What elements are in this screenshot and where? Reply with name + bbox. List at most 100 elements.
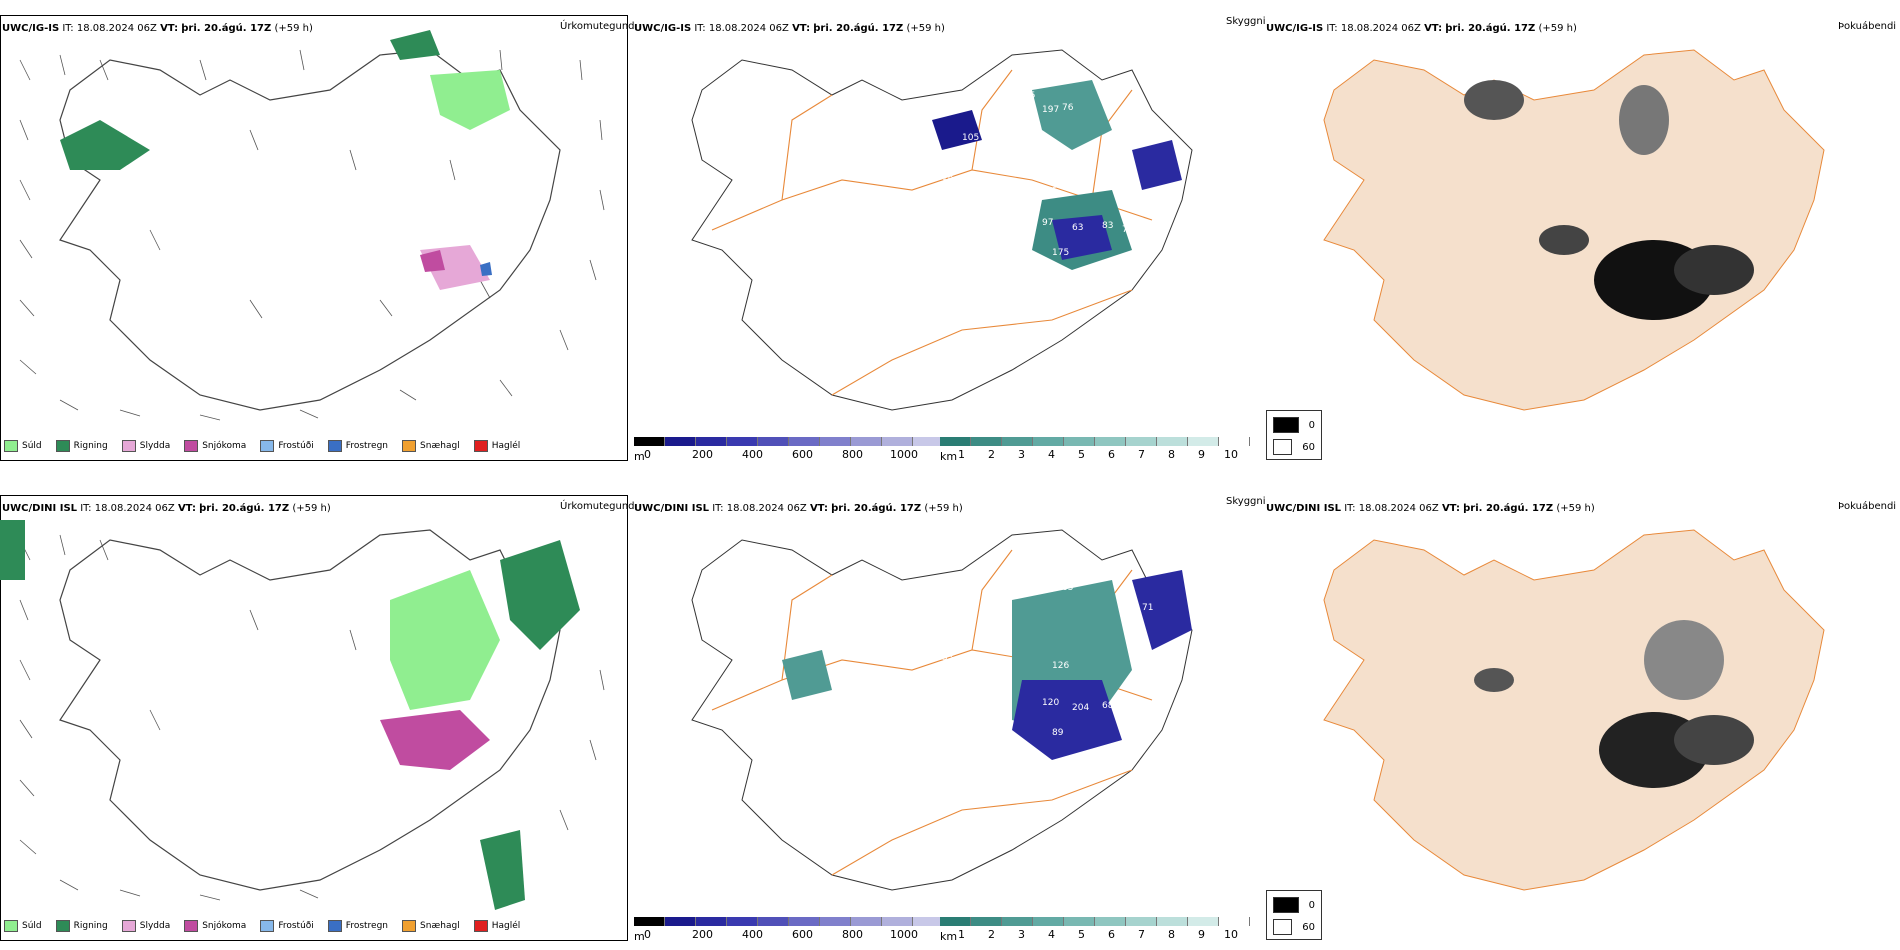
tick: 7 (1138, 928, 1145, 941)
legend-item: Slydda (121, 440, 170, 452)
elevation-unit: m (634, 930, 645, 943)
colorbar-swatch (971, 437, 1002, 446)
colorbar-swatch (1002, 437, 1033, 446)
tick: 0 (644, 928, 651, 941)
visibility-panel-row2: UWC/DINI ISL IT: 18.08.2024 06Z VT: þri.… (632, 480, 1266, 950)
iceland-land (1323, 529, 1825, 891)
fog-legend-item: 60 (1273, 439, 1315, 455)
colorbar-swatch (820, 437, 851, 446)
tick: 4 (1048, 448, 1055, 461)
tick: 8 (1168, 448, 1175, 461)
visibility-number: 72 (1122, 225, 1133, 235)
tick: 1000 (890, 448, 918, 461)
visibility-number: 53 (942, 653, 953, 663)
colorbar-swatch (940, 437, 971, 446)
tick: 200 (692, 448, 713, 461)
visibility-number: 18 (942, 173, 954, 183)
legend-item: Haglél (473, 920, 520, 932)
tick: 10 (1224, 928, 1238, 941)
tick: 6 (1108, 928, 1115, 941)
panel-header: UWC/DINI ISL IT: 18.08.2024 06Z VT: þri.… (2, 503, 331, 514)
visibility-number: 71 (1142, 603, 1153, 613)
panel-header: UWC/IG-IS IT: 18.08.2024 06Z VT: þri. 20… (1266, 23, 1577, 34)
precip-frame (0, 15, 628, 461)
tick: 9 (1198, 448, 1205, 461)
fog-panel-row1: UWC/IG-IS IT: 18.08.2024 06Z VT: þri. 20… (1264, 0, 1896, 470)
visibility-number: 89 (1052, 728, 1064, 738)
colorbar-swatch (1188, 917, 1219, 926)
colorbar-swatch (971, 917, 1002, 926)
tick: 1 (958, 928, 965, 941)
precip-panel-row1: UWC/IG-IS IT: 18.08.2024 06Z VT: þri. 20… (0, 0, 635, 470)
colorbar-swatch (696, 437, 727, 446)
tick: 1000 (890, 928, 918, 941)
visibility-number: 105 (962, 133, 979, 143)
tick: 5 (1078, 448, 1085, 461)
wind-barbs (19, 49, 605, 421)
iceland-outline (59, 49, 561, 411)
iceland-outline (59, 529, 561, 891)
legend-item: Snæhagl (402, 440, 460, 452)
visibility-colorbar (940, 917, 1250, 926)
colorbar-swatch (727, 917, 758, 926)
visibility-number: 185 (1102, 88, 1119, 98)
visibility-number: 15 (982, 153, 993, 163)
visibility-number: 175 (1052, 248, 1069, 258)
colorbar-swatch (1126, 437, 1157, 446)
precip-areas (0, 520, 580, 910)
legend-item: Haglél (473, 440, 520, 452)
colorbar-swatch (851, 437, 882, 446)
colorbar-swatch (1126, 917, 1157, 926)
tick: 1 (958, 448, 965, 461)
fog-legend: 0 60 (1266, 890, 1322, 940)
tick: 400 (742, 448, 763, 461)
tick: 400 (742, 928, 763, 941)
panel-title: Úrkomutegund (560, 21, 635, 32)
colorbar-swatch (1157, 437, 1188, 446)
legend-item: Snjókoma (184, 440, 246, 452)
legend-item: Súld (4, 440, 42, 452)
tick: 5 (1078, 928, 1085, 941)
fog-legend-item: 0 (1273, 417, 1315, 433)
fog-map (1323, 529, 1825, 891)
fog-legend: 0 60 (1266, 410, 1322, 460)
colorbar-swatch (1219, 437, 1250, 446)
colorbar-swatch (634, 437, 665, 446)
colorbar-swatch (1219, 917, 1250, 926)
colorbar-swatch (940, 917, 971, 926)
fog-areas (1464, 80, 1754, 320)
colorbar-swatch (789, 437, 820, 446)
legend-item: Snæhagl (402, 920, 460, 932)
tick: 200 (692, 928, 713, 941)
tick: 7 (1138, 448, 1145, 461)
colorbar-swatch (758, 437, 789, 446)
precip-legend: Súld Rigning Slydda Snjókoma Frostúði Fr… (4, 437, 520, 455)
visibility-number: 111 (942, 193, 959, 203)
panel-header: UWC/DINI ISL IT: 18.08.2024 06Z VT: þri.… (1266, 503, 1595, 514)
legend-item: Rigning (55, 440, 108, 452)
visibility-number: 68 (1102, 701, 1114, 711)
panel-header: UWC/IG-IS IT: 18.08.2024 06Z VT: þri. 20… (634, 23, 945, 34)
colorbar-swatch (1064, 917, 1095, 926)
fog-legend-item: 0 (1273, 897, 1315, 913)
colorbar-swatch (1064, 437, 1095, 446)
colorbar-swatch (820, 917, 851, 926)
elevation-colorbar (634, 437, 944, 446)
visibility-number: 126 (1052, 661, 1069, 671)
elevation-colorbar (634, 917, 944, 926)
visibility-number: 205 (942, 673, 959, 683)
colorbar-swatch (665, 917, 696, 926)
legend-item: Slydda (121, 920, 170, 932)
panel-title: Skyggni (1226, 16, 1266, 27)
panel-title: Skyggni (1226, 496, 1266, 507)
visibility-colorbar (940, 437, 1250, 446)
visibility-number: 85 (1024, 91, 1035, 101)
visibility-number: 89 (962, 613, 974, 623)
colorbar-swatch (1188, 437, 1219, 446)
tick: 4 (1048, 928, 1055, 941)
visibility-panel-row1: UWC/IG-IS IT: 18.08.2024 06Z VT: þri. 20… (632, 0, 1266, 470)
